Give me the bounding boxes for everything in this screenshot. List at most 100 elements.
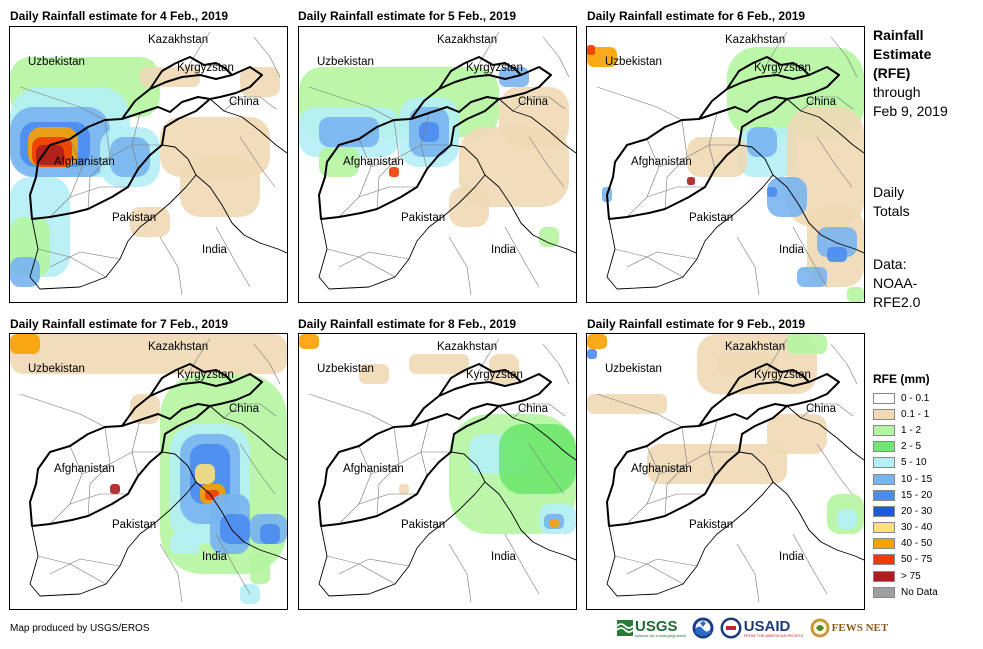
- legend-item: No Data: [873, 584, 978, 600]
- noaa-emblem-icon: [692, 617, 714, 639]
- rainfall-area: [459, 127, 569, 207]
- rainfall-area: [389, 167, 399, 177]
- country-label-pakistan: Pakistan: [112, 212, 157, 224]
- admin-boundary: [49, 251, 121, 268]
- focus-country-outline: [149, 363, 233, 397]
- country-label-kyrgyzstan: Kyrgyzstan: [177, 369, 234, 381]
- admin-boundary: [370, 451, 451, 475]
- rainfall-area: [587, 45, 595, 55]
- legend-item: 0 - 0.1: [873, 390, 978, 406]
- rainfall-area: [767, 177, 807, 217]
- admin-boundary: [626, 251, 698, 268]
- admin-boundary: [338, 558, 410, 575]
- country-border: [786, 98, 864, 154]
- admin-boundary: [528, 443, 565, 495]
- country-label-uzbekistan: Uzbekistan: [605, 363, 662, 375]
- country-label-india: India: [491, 244, 516, 256]
- country-border: [786, 405, 864, 461]
- country-label-afghanistan: Afghanistan: [54, 156, 115, 168]
- country-label-pakistan: Pakistan: [689, 519, 734, 531]
- country-border: [29, 144, 197, 290]
- admin-boundary: [159, 543, 183, 603]
- country-label-kazakhstan: Kazakhstan: [148, 34, 209, 46]
- admin-boundary: [187, 338, 211, 375]
- country-label-india: India: [491, 551, 516, 563]
- focus-country-outline: [318, 96, 500, 220]
- through-line-1: through: [873, 84, 921, 100]
- admin-boundary: [512, 403, 566, 419]
- legend-item: 30 - 40: [873, 520, 978, 536]
- country-label-afghanistan: Afghanistan: [631, 463, 692, 475]
- admin-boundary: [253, 36, 281, 78]
- admin-boundary: [37, 555, 107, 585]
- usaid-tagline: FROM THE AMERICAN PEOPLE: [743, 632, 804, 638]
- rainfall-area: [319, 147, 359, 177]
- legend-swatch: [873, 586, 895, 598]
- admin-boundary: [69, 493, 128, 505]
- fewsnet-globe-icon: [810, 618, 830, 638]
- admin-boundary: [49, 445, 83, 525]
- rainfall-area: [299, 334, 319, 349]
- rainfall-area: [260, 524, 280, 544]
- legend-swatch: [873, 554, 895, 566]
- admin-boundary: [87, 119, 111, 210]
- focus-country-outline: [606, 96, 788, 220]
- admin-boundary: [376, 426, 400, 517]
- admin-boundary: [736, 236, 760, 296]
- admin-boundary: [596, 393, 683, 428]
- admin-boundary: [308, 393, 395, 428]
- rainfall-area: [449, 187, 489, 227]
- admin-boundary: [626, 138, 660, 218]
- country-label-kyrgyzstan: Kyrgyzstan: [754, 369, 811, 381]
- admin-boundary: [358, 493, 417, 505]
- country-label-kyrgyzstan: Kyrgyzstan: [466, 62, 523, 74]
- panel-title-feb6: Daily Rainfall estimate for 6 Feb., 2019: [587, 9, 806, 23]
- country-label-kazakhstan: Kazakhstan: [437, 34, 498, 46]
- legend-label: No Data: [901, 586, 938, 598]
- legend-label: 30 - 40: [901, 522, 933, 534]
- admin-boundary: [800, 96, 854, 112]
- country-border: [318, 144, 486, 290]
- credit-text: Map produced by USGS/EROS: [10, 623, 150, 634]
- map-panel-feb7: Kazakhstan Uzbekistan Kyrgyzstan China Afgha…: [9, 333, 288, 610]
- focus-country-outline: [149, 56, 233, 90]
- legend-item: 0.1 - 1: [873, 406, 978, 422]
- sidebar-heading: Rainfall Estimate (RFE): [873, 26, 931, 83]
- admin-boundary: [448, 543, 472, 603]
- admin-boundary: [131, 419, 141, 477]
- focus-country-outline: [438, 56, 522, 90]
- rainfall-area: [399, 484, 409, 494]
- country-label-india: India: [202, 244, 227, 256]
- admin-boundary: [504, 226, 540, 288]
- legend-title: RFE (mm): [873, 372, 930, 386]
- country-label-kazakhstan: Kazakhstan: [437, 341, 498, 353]
- rainfall-area: [250, 554, 270, 584]
- country-label-china: China: [518, 403, 549, 415]
- legend-label: 0.1 - 1: [901, 408, 930, 420]
- country-label-china: China: [806, 403, 837, 415]
- admin-boundary: [816, 443, 853, 495]
- admin-boundary: [376, 119, 400, 210]
- country-label-afghanistan: Afghanistan: [343, 156, 404, 168]
- admin-boundary: [253, 343, 281, 385]
- admin-boundary: [614, 555, 684, 585]
- focus-country-outline: [606, 403, 788, 527]
- admin-boundary: [187, 31, 211, 68]
- panel-title-feb9: Daily Rainfall estimate for 9 Feb., 2019: [587, 317, 806, 331]
- rainfall-area: [10, 257, 40, 287]
- legend-swatch: [873, 489, 895, 501]
- country-label-afghanistan: Afghanistan: [54, 463, 115, 475]
- data-line-1: Data:: [873, 256, 907, 272]
- legend-label: 10 - 15: [901, 473, 933, 485]
- admin-boundary: [215, 226, 251, 288]
- legend-swatch: [873, 570, 895, 582]
- legend-swatch: [873, 473, 895, 485]
- rainfall-area: [747, 127, 777, 157]
- legend-label: 50 - 75: [901, 554, 933, 566]
- rainfall-area: [687, 137, 747, 177]
- legend-item: 10 - 15: [873, 471, 978, 487]
- rainfall-area: [170, 534, 200, 554]
- country-label-india: India: [779, 551, 804, 563]
- totals-line-1: Daily: [873, 184, 905, 200]
- admin-boundary: [542, 343, 570, 385]
